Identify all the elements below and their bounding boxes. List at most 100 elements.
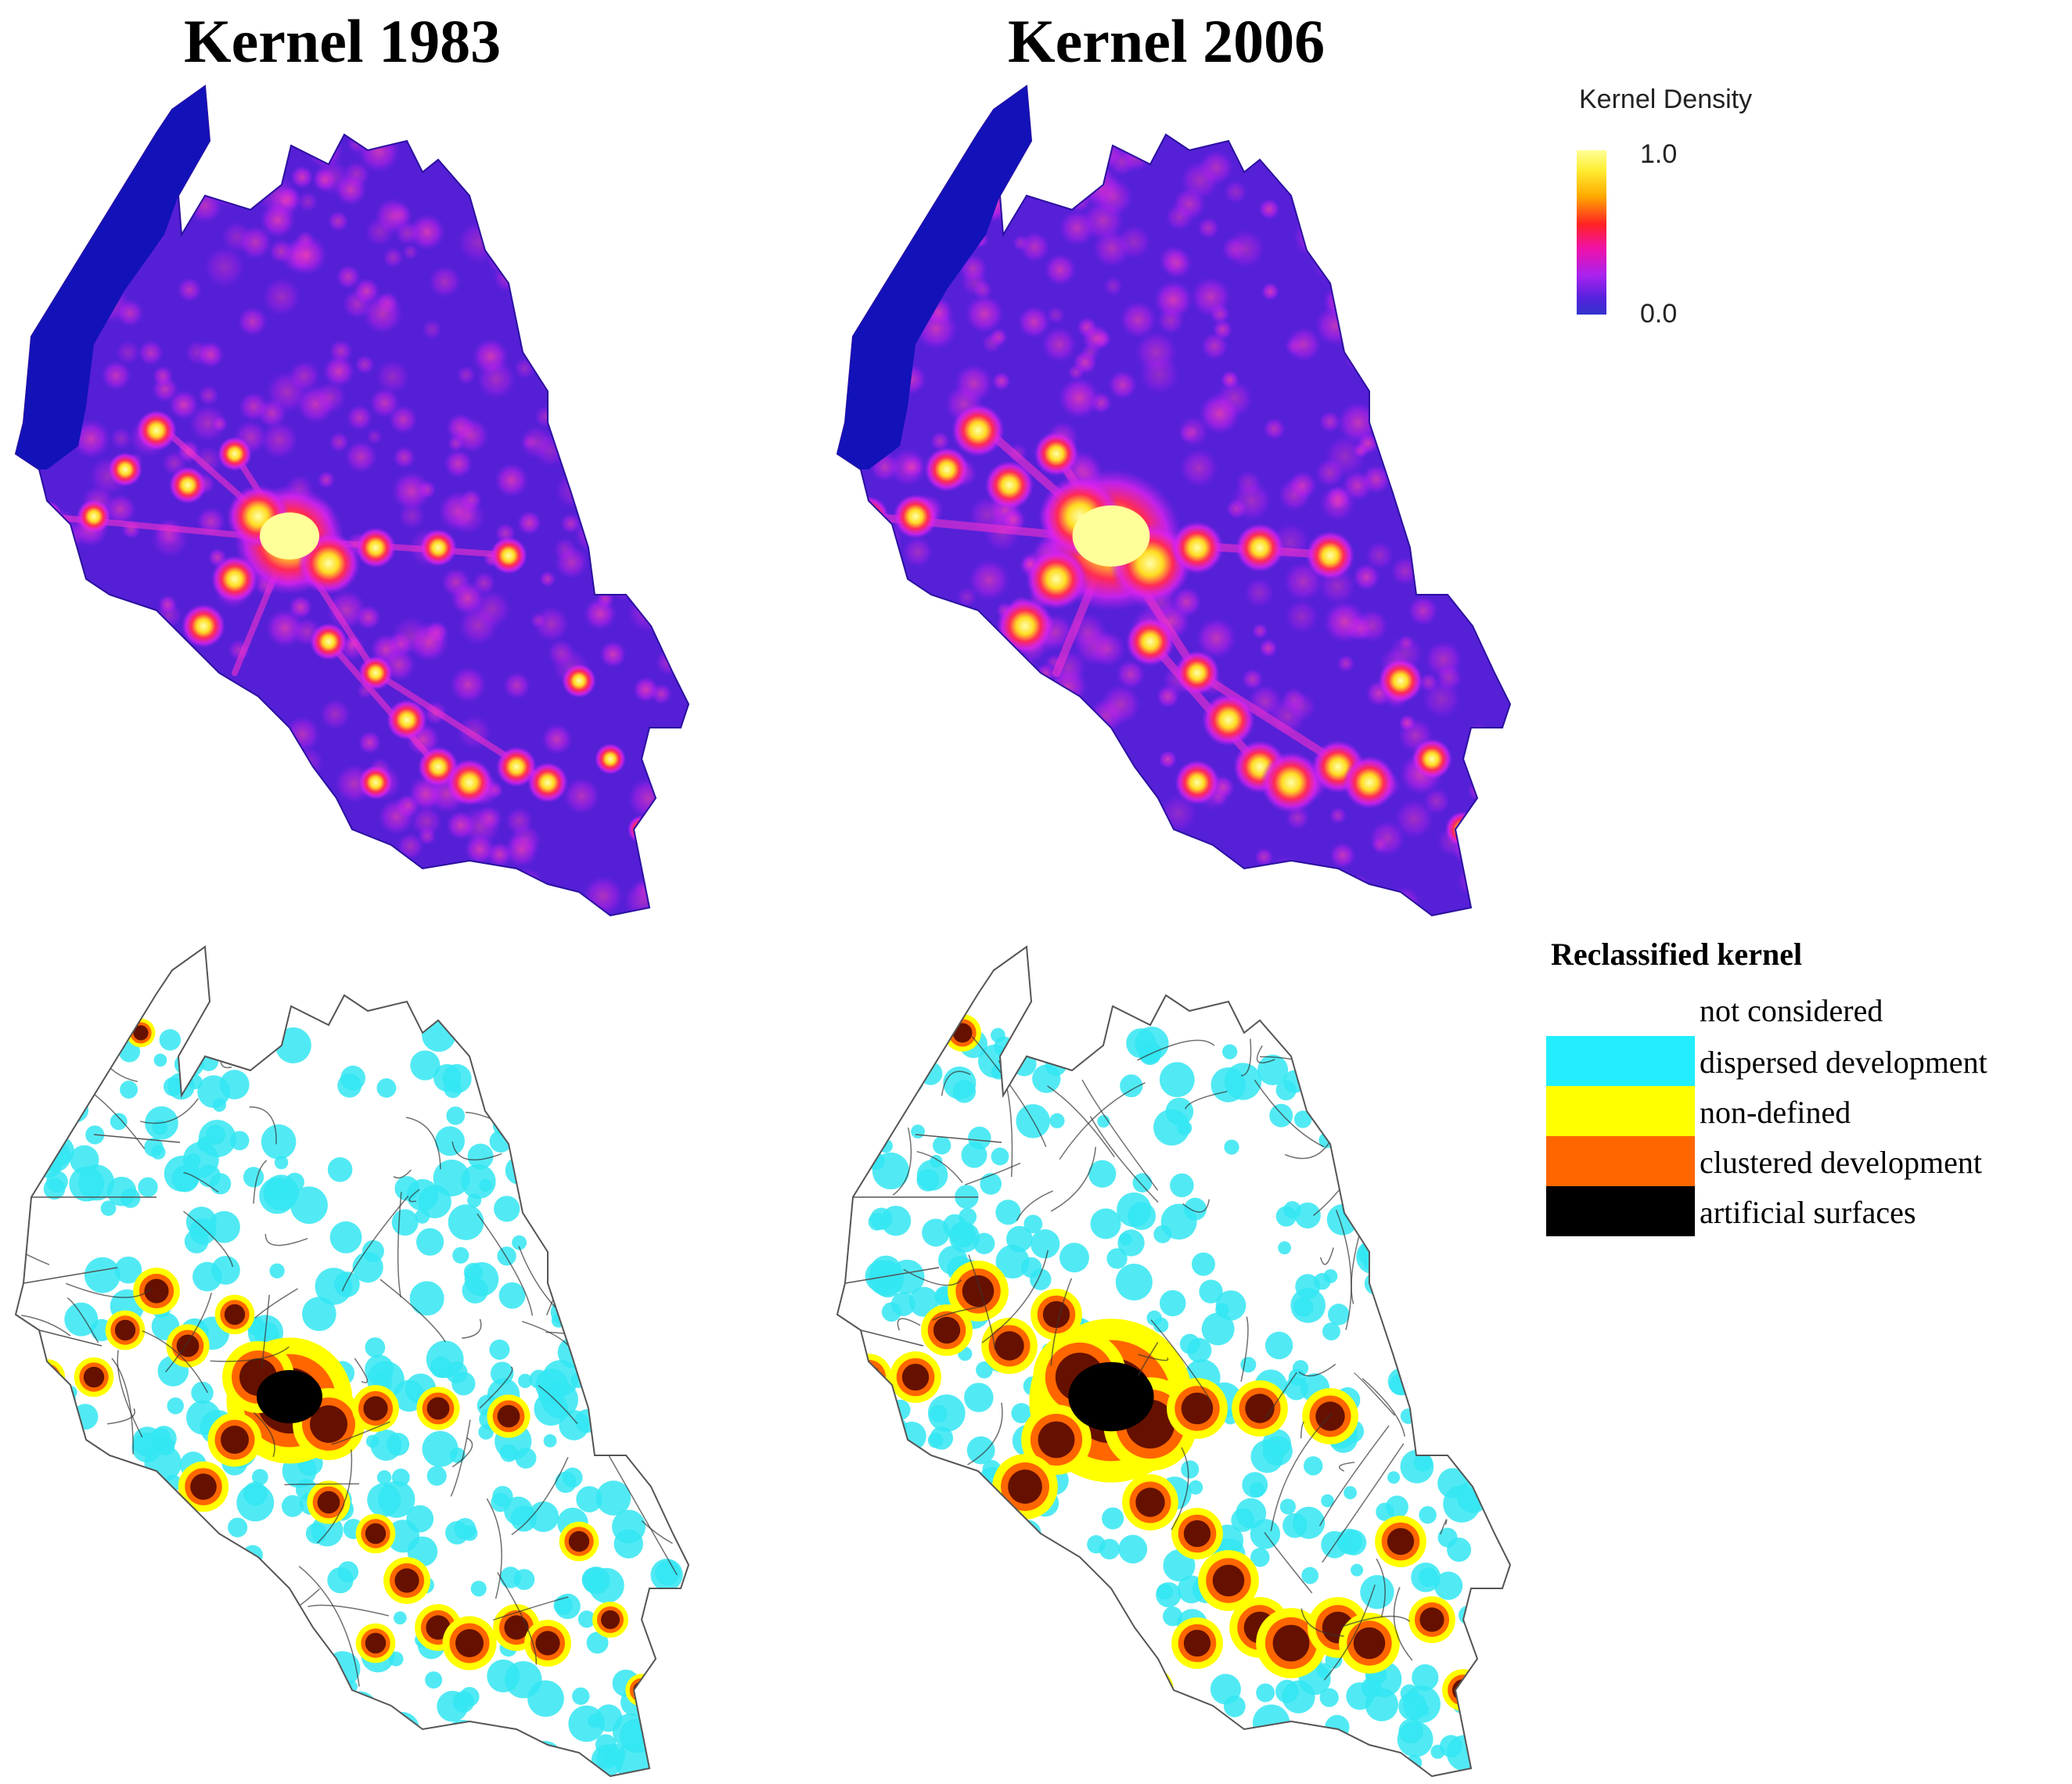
- dispersed-patch: [243, 1167, 264, 1188]
- colorbar-max-label: 1.0: [1640, 139, 1678, 169]
- dispersed-patch: [865, 1260, 898, 1293]
- density-blob: [951, 775, 969, 794]
- dispersed-patch: [572, 1687, 590, 1705]
- dispersed-patch: [1294, 1202, 1321, 1228]
- density-blob: [628, 249, 672, 293]
- boundary-line: [916, 1150, 963, 1184]
- dispersed-patch: [991, 1064, 1006, 1080]
- dispersed-patch: [571, 1154, 599, 1182]
- dispersed-patch: [1128, 1202, 1157, 1230]
- dispersed-patch: [1369, 1268, 1387, 1286]
- dispersed-patch: [159, 1029, 182, 1051]
- cluster-ring: [933, 1316, 961, 1344]
- boundary-line: [1047, 1085, 1115, 1158]
- density-blob: [211, 415, 228, 433]
- density-blob: [1286, 326, 1322, 363]
- boundary-line: [484, 1021, 545, 1034]
- density-blob: [1388, 886, 1421, 915]
- density-hotspot: [182, 604, 225, 648]
- density-blob: [586, 455, 613, 481]
- density-blob: [1254, 847, 1274, 867]
- dispersed-patch: [1380, 1113, 1409, 1143]
- boundary-line: [380, 1279, 446, 1343]
- density-blob: [636, 168, 661, 193]
- clustered-development-areas: [845, 1014, 1484, 1714]
- dispersed-patch: [1380, 1229, 1394, 1244]
- density-blob: [410, 805, 443, 838]
- density-blob: [1467, 723, 1488, 744]
- dispersed-patch: [650, 1559, 683, 1592]
- density-blob: [931, 815, 955, 839]
- density-blob: [1010, 686, 1035, 711]
- dispersed-patch: [1078, 1582, 1113, 1617]
- density-blob: [74, 704, 113, 743]
- dispersed-patch: [467, 1193, 482, 1208]
- density-blob: [886, 703, 918, 735]
- density-blob: [42, 580, 81, 619]
- density-blob: [558, 149, 592, 184]
- density-blob: [355, 846, 390, 881]
- dispersed-patch: [610, 1342, 647, 1379]
- dispersed-patch: [188, 1538, 203, 1553]
- density-blob: [597, 269, 623, 296]
- density-blob: [1200, 879, 1236, 915]
- cluster-ring: [601, 1610, 620, 1629]
- dispersed-patch: [635, 1149, 649, 1163]
- density-blob: [1423, 787, 1451, 815]
- dispersed-patch: [81, 1056, 106, 1081]
- dispersed-patch: [1087, 1535, 1106, 1554]
- dispersed-patch: [410, 1050, 441, 1081]
- density-blob: [1304, 864, 1333, 894]
- dispersed-patch: [334, 1271, 360, 1297]
- cluster-ring: [190, 1473, 217, 1500]
- cluster-ring: [1212, 1564, 1245, 1597]
- density-blob: [477, 804, 503, 832]
- density-blob: [1284, 599, 1319, 635]
- density-blob: [337, 891, 368, 915]
- dispersed-patch: [1250, 1548, 1270, 1567]
- dispersed-patch: [980, 1655, 997, 1672]
- density-blob: [1223, 180, 1248, 205]
- dispersed-patch: [1104, 1729, 1128, 1753]
- boundary-line: [981, 1250, 1049, 1343]
- density-blob: [1157, 307, 1185, 335]
- dispersed-patch: [1224, 1139, 1239, 1155]
- cluster-ring: [29, 1359, 65, 1395]
- dispersed-patch: [555, 1593, 581, 1620]
- cluster-ring: [1183, 1520, 1211, 1548]
- dispersed-patch: [290, 1665, 326, 1700]
- density-blob: [1426, 401, 1466, 441]
- density-blob: [642, 825, 667, 851]
- dispersed-patch: [470, 1581, 487, 1597]
- legend-swatch-clustered: [1546, 1136, 1695, 1186]
- dispersed-patch: [1440, 1735, 1462, 1757]
- dispersed-patch: [1412, 1664, 1439, 1692]
- density-blob: [1057, 376, 1101, 419]
- legend-label-non-defined: non-defined: [1700, 1095, 1851, 1130]
- boundary-line: [971, 1036, 1047, 1147]
- boundary-line: [1240, 1038, 1252, 1077]
- density-hotspot: [1444, 811, 1482, 848]
- dispersed-patch: [393, 1379, 426, 1412]
- density-blob: [1434, 129, 1466, 161]
- dispersed-patch: [176, 1662, 192, 1678]
- dispersed-patch: [477, 1058, 513, 1093]
- density-blob: [104, 493, 137, 526]
- density-blob: [189, 404, 228, 443]
- density-blob: [390, 615, 431, 656]
- dispersed-patch: [867, 1054, 891, 1078]
- boundary-line: [1322, 1443, 1405, 1563]
- density-blob: [1312, 147, 1332, 167]
- cluster-ring: [455, 1629, 484, 1657]
- density-blob: [297, 191, 319, 213]
- density-blob: [1317, 182, 1334, 199]
- density-hotspot: [313, 814, 344, 845]
- density-hotspot: [387, 700, 427, 740]
- dispersed-patch: [1321, 1494, 1334, 1508]
- density-hotspot: [136, 410, 177, 451]
- density-blob: [308, 134, 344, 170]
- density-blob: [393, 445, 416, 469]
- dispersed-patch: [243, 1481, 268, 1506]
- dispersed-patch: [442, 1063, 472, 1094]
- dispersed-patch: [976, 1361, 993, 1379]
